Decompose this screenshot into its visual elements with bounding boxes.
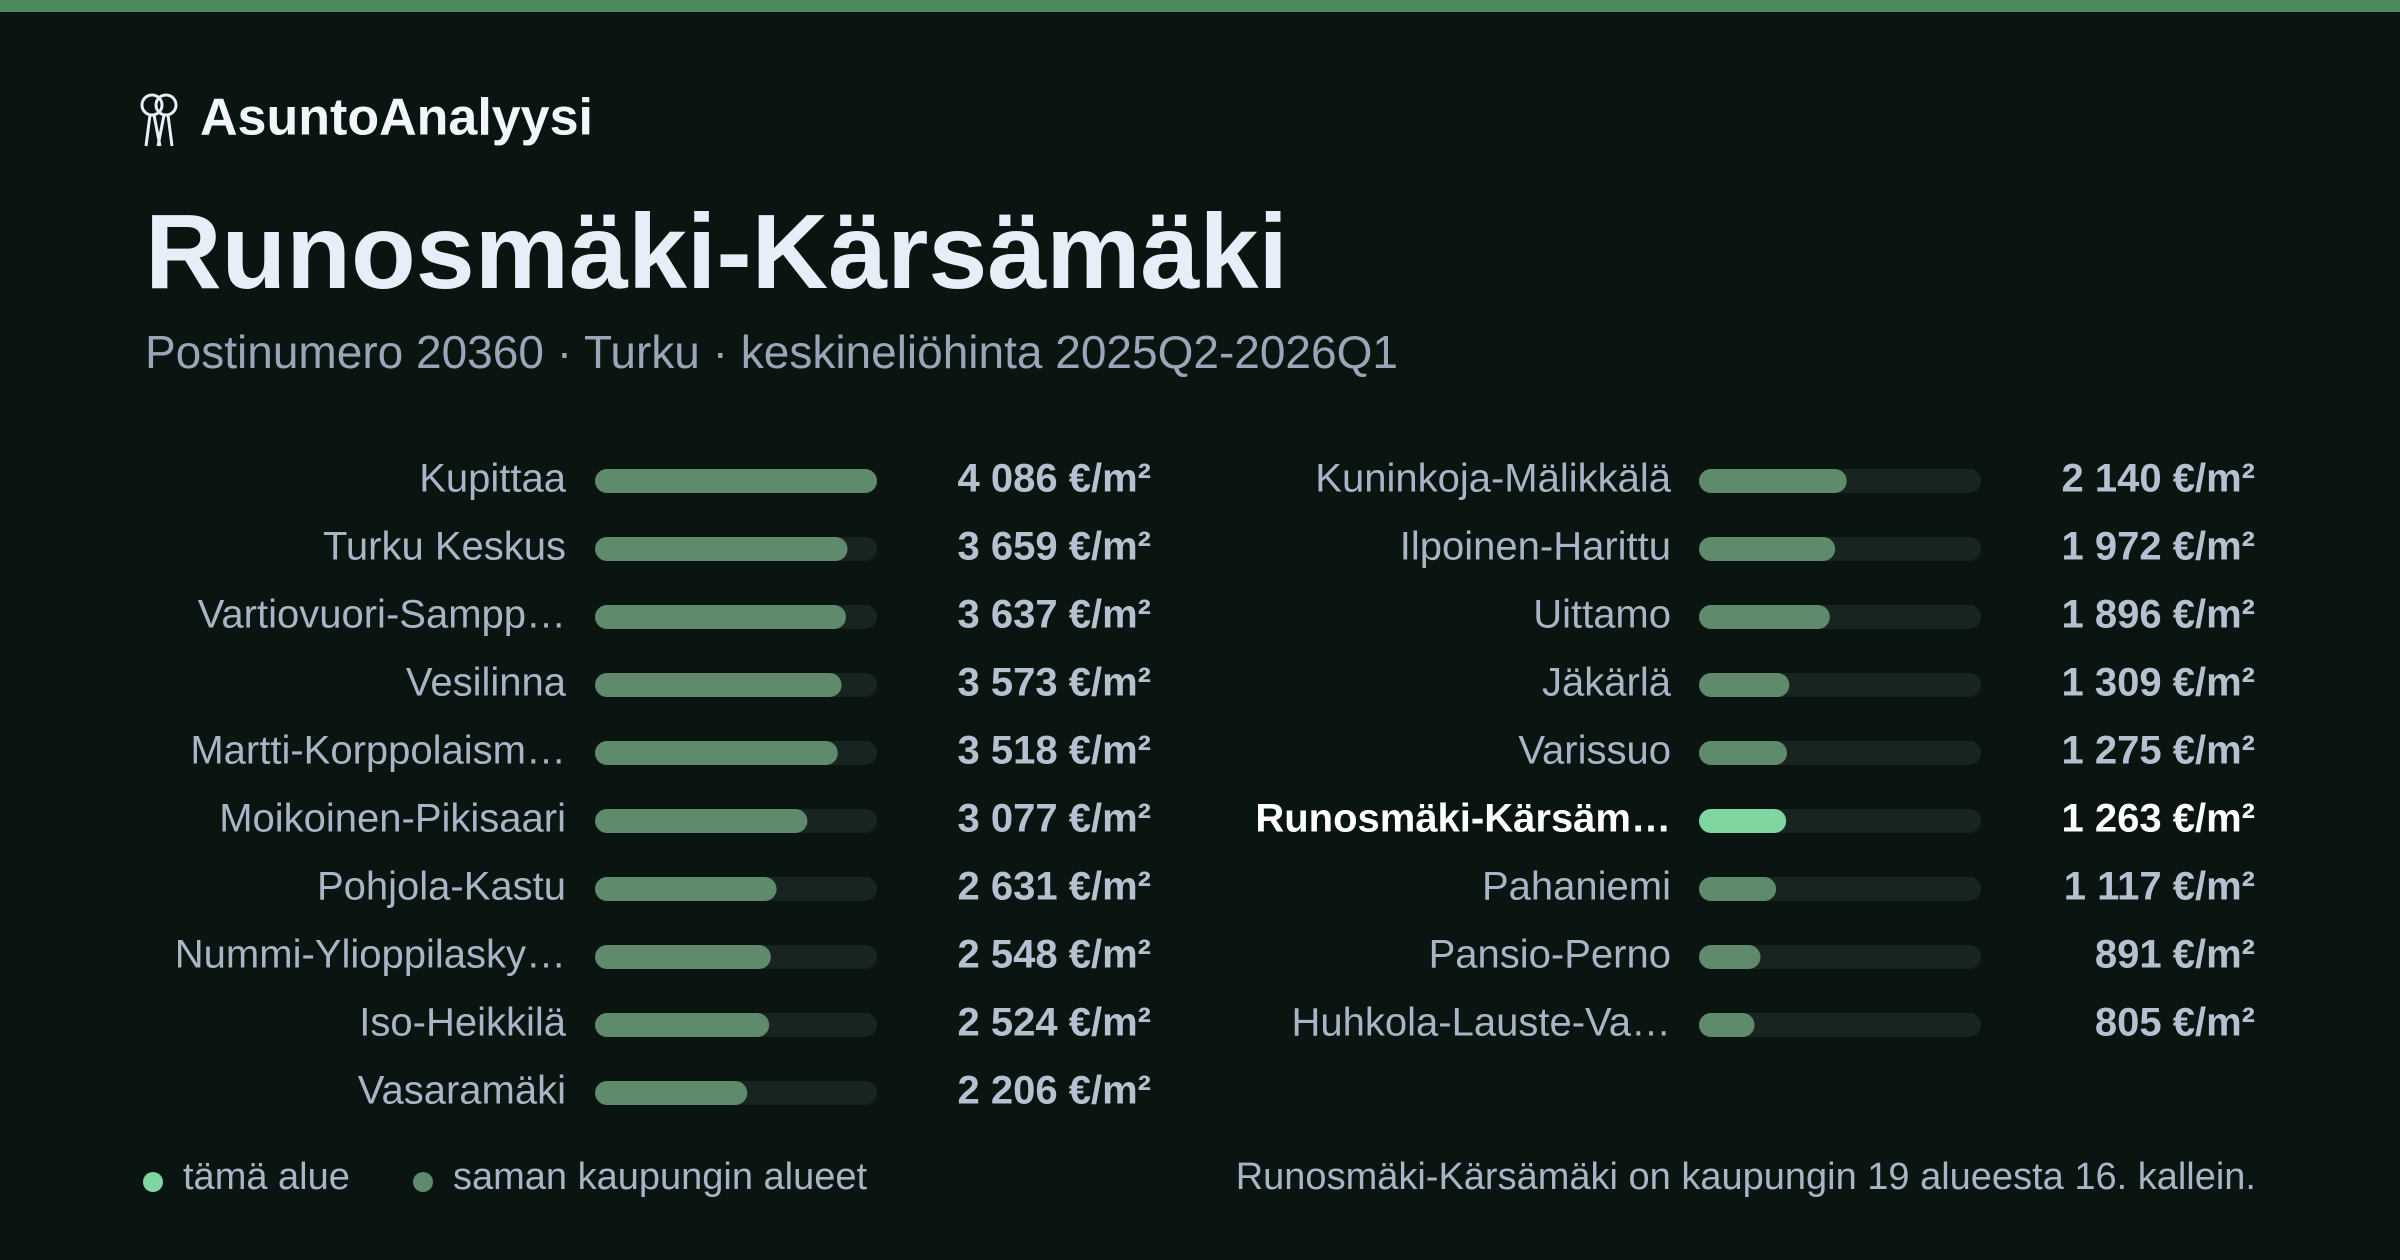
bar <box>1699 877 1777 901</box>
legend-dot <box>143 1172 163 1192</box>
value-label: 1 275 €/m² <box>2062 729 2255 773</box>
category-label: Martti-Korppolaism… <box>190 729 566 773</box>
category-label: Kuninkoja-Mälikkälä <box>1315 457 1671 501</box>
category-label: Vartiovuori-Sampp… <box>198 593 566 637</box>
bar <box>1699 673 1790 697</box>
category-label: Runosmäki-Kärsäm… <box>1255 797 1671 841</box>
bar <box>595 469 877 493</box>
bar <box>595 809 808 833</box>
category-label: Turku Keskus <box>323 525 566 569</box>
category-label: Kupittaa <box>419 457 567 501</box>
category-label: Varissuo <box>1518 729 1671 773</box>
value-label: 1 972 €/m² <box>2062 525 2255 569</box>
bar <box>1699 1013 1755 1037</box>
bar-track <box>1699 1013 1981 1037</box>
value-label: 3 637 €/m² <box>958 593 1151 637</box>
category-label: Pahaniemi <box>1482 865 1671 909</box>
category-label: Huhkola-Lauste-Va… <box>1292 1001 1671 1045</box>
value-label: 1 117 €/m² <box>2064 865 2255 909</box>
bar <box>595 605 847 629</box>
bar-track <box>1699 945 1981 969</box>
value-label: 1 896 €/m² <box>2062 593 2255 637</box>
value-label: 2 140 €/m² <box>2062 457 2255 501</box>
top-stripe <box>0 0 2400 12</box>
bar <box>595 877 777 901</box>
value-label: 2 524 €/m² <box>958 1001 1151 1045</box>
bar <box>595 537 848 561</box>
category-label: Vasaramäki <box>358 1069 566 1113</box>
bar <box>1699 945 1761 969</box>
note: Runosmäki-Kärsämäki on kaupungin 19 alue… <box>1236 1156 2256 1198</box>
brand: AsuntoAnalyysi <box>200 89 593 147</box>
category-label: Iso-Heikkilä <box>359 1001 566 1045</box>
category-label: Moikoinen-Pikisaari <box>219 797 566 841</box>
bar <box>595 741 838 765</box>
value-label: 1 263 €/m² <box>2062 797 2255 841</box>
value-label: 3 518 €/m² <box>958 729 1151 773</box>
bar <box>595 673 842 697</box>
bar <box>1699 741 1787 765</box>
category-label: Uittamo <box>1533 593 1671 637</box>
bar <box>595 1081 748 1105</box>
brand-icon <box>140 93 178 147</box>
value-label: 4 086 €/m² <box>958 457 1151 501</box>
value-label: 805 €/m² <box>2095 1001 2255 1045</box>
value-label: 2 206 €/m² <box>958 1069 1151 1113</box>
legend-label: tämä alue <box>183 1156 350 1198</box>
bar <box>1699 537 1836 561</box>
legend-label: saman kaupungin alueet <box>453 1156 868 1198</box>
value-label: 2 548 €/m² <box>958 933 1151 977</box>
category-label: Pansio-Perno <box>1429 933 1671 977</box>
bar <box>595 1013 770 1037</box>
bar <box>595 945 771 969</box>
value-label: 3 573 €/m² <box>958 661 1151 705</box>
value-label: 1 309 €/m² <box>2062 661 2255 705</box>
bar <box>1699 605 1830 629</box>
category-label: Jäkärlä <box>1542 661 1672 705</box>
category-label: Vesilinna <box>406 661 567 705</box>
bar <box>1699 809 1787 833</box>
category-label: Pohjola-Kastu <box>317 865 566 909</box>
legend-dot <box>413 1172 433 1192</box>
value-label: 3 659 €/m² <box>958 525 1151 569</box>
category-label: Ilpoinen-Harittu <box>1400 525 1671 569</box>
title: Runosmäki-Kärsämäki <box>145 193 1288 311</box>
subtitle: Postinumero 20360 · Turku · keskineliöhi… <box>145 326 1398 378</box>
category-label: Nummi-Ylioppilasky… <box>175 933 566 977</box>
value-label: 891 €/m² <box>2095 933 2255 977</box>
value-label: 3 077 €/m² <box>958 797 1151 841</box>
value-label: 2 631 €/m² <box>958 865 1151 909</box>
bar <box>1699 469 1847 493</box>
